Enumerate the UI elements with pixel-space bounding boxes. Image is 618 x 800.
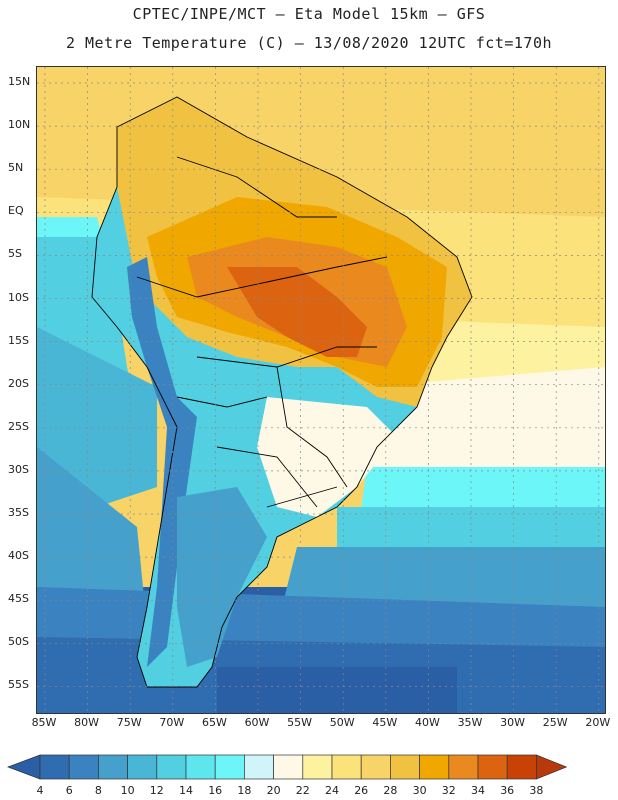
colorbar-swatch	[331, 754, 362, 780]
colorbar-swatch	[390, 754, 420, 780]
colorbar-label: 16	[208, 784, 223, 797]
colorbar-swatch	[302, 754, 333, 780]
colorbar-swatch	[127, 754, 158, 780]
colorbar-label: 14	[179, 784, 193, 797]
lat-label: 45S	[8, 592, 29, 606]
lon-label: 75W	[116, 716, 142, 729]
colorbar-swatch	[506, 754, 537, 780]
lon-label: 70W	[159, 716, 185, 729]
colorbar-swatch	[419, 754, 450, 780]
land-andes-cold	[127, 257, 197, 667]
land-patagonia	[177, 487, 267, 667]
colorbar-swatch	[156, 754, 187, 780]
ocean-band-18	[367, 367, 605, 467]
lat-label: 15N	[8, 75, 31, 88]
colorbar-label: 6	[65, 784, 73, 797]
ocean-band-10	[37, 447, 147, 627]
ocean-band-4	[217, 667, 457, 713]
lat-label: 25S	[8, 419, 29, 433]
colorbar-label: 32	[441, 784, 456, 797]
colorbar-label: 22	[295, 784, 310, 797]
colorbar-arrow-high	[536, 754, 568, 780]
lat-label: EQ	[8, 204, 24, 218]
lat-label: 5N	[8, 161, 24, 175]
lon-label: 30W	[500, 716, 526, 729]
colorbar-label: 30	[412, 784, 427, 797]
colorbar-label: 38	[529, 784, 544, 797]
colorbar-swatch	[477, 754, 508, 780]
colorbar-label: 12	[149, 784, 164, 797]
lon-label: 80W	[74, 716, 100, 729]
lon-label: 65W	[201, 716, 227, 729]
lon-label: 55W	[287, 716, 313, 729]
country-borders	[91, 96, 473, 688]
lon-label: 50W	[329, 716, 355, 729]
colorbar-label: 4	[36, 784, 44, 797]
lon-label: 25W	[542, 716, 568, 729]
colorbar-swatch	[39, 754, 70, 780]
lat-label: 55S	[8, 678, 29, 692]
colorbar-label: 20	[266, 784, 281, 797]
colorbar-swatch	[360, 754, 391, 780]
colorbar-swatch	[98, 754, 128, 780]
map-subtitle: 2 Metre Temperature (C) – 13/08/2020 12U…	[65, 34, 553, 52]
lat-label: 5S	[8, 247, 22, 261]
lat-label: 50S	[8, 635, 29, 649]
colorbar-label: 34	[471, 784, 485, 797]
colorbar-swatch	[185, 754, 216, 780]
colorbar-label: 18	[237, 784, 252, 797]
colorbar-label: 8	[94, 784, 102, 797]
colorbar	[7, 754, 568, 780]
colorbar-arrow-low	[7, 754, 41, 780]
colorbar-swatch	[273, 754, 304, 780]
colorbar-swatch	[244, 754, 274, 780]
lon-label: 35W	[457, 716, 483, 729]
colorbar-swatch	[448, 754, 479, 780]
colorbar-swatch	[68, 754, 99, 780]
colorbar-label: 10	[120, 784, 135, 797]
lon-label: 20W	[585, 716, 611, 729]
colorbar-label: 24	[325, 784, 339, 797]
colorbar-label: 36	[500, 784, 515, 797]
lat-label: 35S	[8, 506, 29, 519]
temperature-map	[36, 66, 606, 714]
lon-label: 40W	[414, 716, 440, 729]
colorbar-label: 26	[354, 784, 369, 797]
lon-label: 85W	[31, 716, 57, 729]
grid-lines	[37, 67, 605, 713]
lon-label: 45W	[372, 716, 398, 729]
lat-label: 10S	[8, 290, 29, 304]
colorbar-label: 28	[383, 784, 398, 797]
lat-label: 15S	[8, 333, 29, 347]
lat-label: 10N	[8, 118, 31, 132]
lat-label: 30S	[8, 462, 29, 476]
lat-label: 40S	[8, 549, 29, 563]
map-title: CPTEC/INPE/MCT – Eta Model 15km – GFS	[132, 5, 486, 23]
lon-label: 60W	[244, 716, 270, 729]
colorbar-swatch	[214, 754, 245, 780]
land-hottest	[227, 267, 367, 357]
lat-label: 20S	[8, 376, 29, 390]
